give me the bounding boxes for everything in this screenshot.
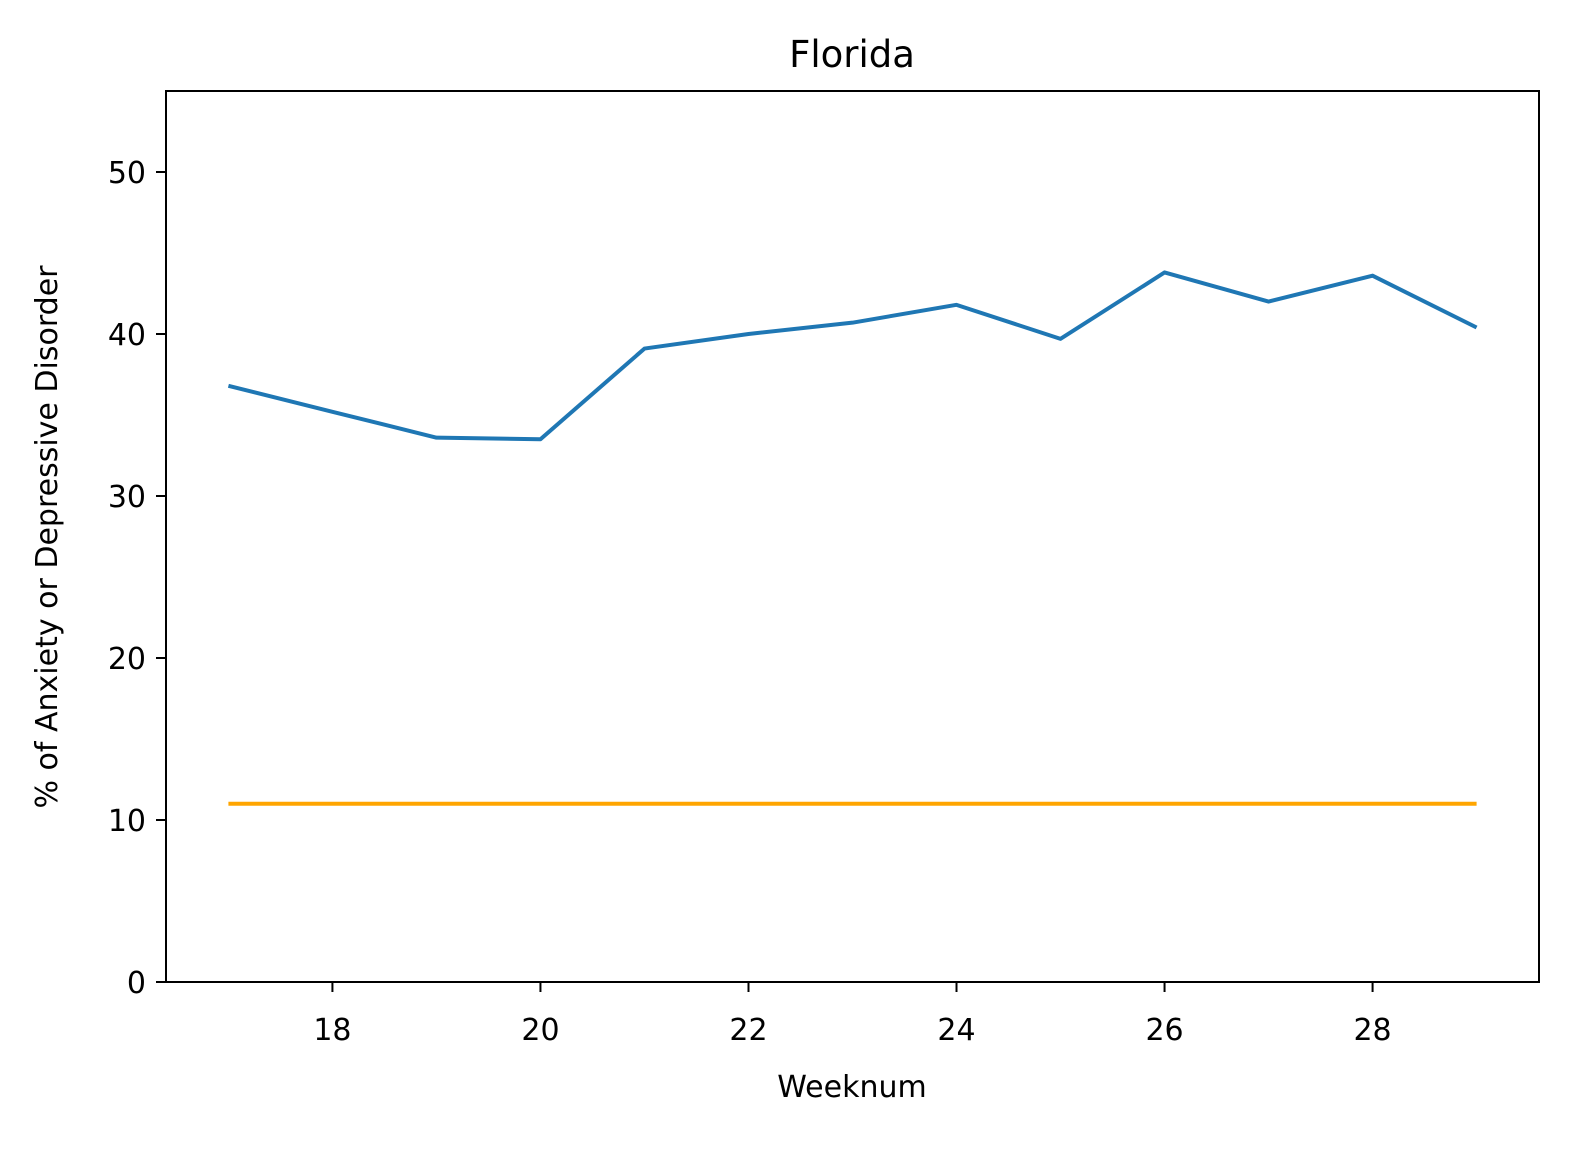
y-tick-label: 50 — [108, 156, 146, 191]
x-axis: 18 20 22 24 26 28 — [313, 982, 1392, 1048]
y-axis: 0 10 20 30 40 50 — [108, 156, 166, 1001]
x-axis-label: Weeknum — [777, 1070, 926, 1105]
y-tick-label: 40 — [108, 318, 146, 353]
y-axis-label: % of Anxiety or Depressive Disorder — [30, 265, 65, 809]
x-tick-label: 26 — [1145, 1013, 1183, 1048]
y-tick-label: 10 — [108, 804, 146, 839]
y-tick-label: 0 — [127, 966, 146, 1001]
x-tick-label: 20 — [521, 1013, 559, 1048]
x-tick-label: 22 — [729, 1013, 767, 1048]
y-tick-label: 20 — [108, 642, 146, 677]
series-line-1 — [227, 270, 1478, 442]
x-tick-label: 18 — [313, 1013, 351, 1048]
x-tick-label: 24 — [937, 1013, 975, 1048]
plot-frame — [165, 90, 1540, 983]
y-tick-label: 30 — [108, 480, 146, 515]
x-tick-label: 28 — [1353, 1013, 1391, 1048]
chart-title: Florida — [789, 33, 915, 76]
series-layer — [227, 270, 1478, 806]
